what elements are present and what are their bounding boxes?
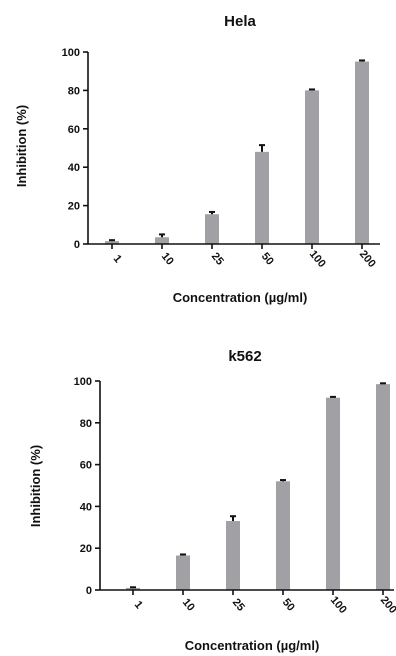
x-axis-label: Concentration (µg/ml) (173, 290, 308, 305)
x-tick-label: 100 (328, 594, 349, 616)
bar (226, 521, 240, 590)
chart-title: k562 (228, 348, 261, 365)
chart-title: Hela (224, 13, 256, 30)
chart-k562: k562 Inhibition (%) Concentration (µg/ml… (28, 348, 396, 653)
x-tick-label: 200 (378, 594, 396, 616)
bar (155, 237, 169, 244)
y-tick-label: 40 (80, 501, 92, 513)
bar (276, 481, 290, 590)
bar (255, 151, 269, 244)
bar (305, 90, 319, 245)
x-tick-label: 10 (159, 251, 176, 268)
plot-area: 0 20 40 60 80 100 1 10 25 50 100 200 (74, 376, 396, 616)
y-tick-label: 20 (68, 201, 80, 213)
x-tick-label: 25 (209, 251, 226, 268)
chart-hela: Hela Inhibition (%) Concentration (µg/ml… (14, 13, 380, 305)
y-tick-label: 100 (62, 47, 80, 59)
x-tick-label: 1 (132, 599, 145, 611)
y-tick-label: 0 (86, 585, 92, 597)
y-tick-label: 40 (68, 162, 80, 174)
bar (176, 555, 190, 590)
bar (205, 214, 219, 244)
bar (376, 384, 390, 590)
x-tick-label: 50 (280, 597, 297, 614)
y-tick-label: 20 (80, 543, 92, 555)
plot-area: 0 20 40 60 80 100 1 10 25 50 100 200 (62, 47, 380, 270)
x-tick-label: 25 (230, 597, 247, 614)
bar (105, 241, 119, 244)
y-axis-label: Inhibition (%) (28, 445, 43, 527)
x-tick-label: 1 (111, 253, 124, 265)
y-tick-label: 100 (74, 376, 92, 388)
bar (355, 61, 369, 244)
x-tick-label: 10 (180, 597, 197, 614)
y-tick-label: 80 (68, 85, 80, 97)
bar (126, 587, 140, 590)
y-tick-label: 60 (80, 460, 92, 472)
y-tick-label: 0 (74, 239, 80, 251)
y-tick-label: 80 (80, 418, 92, 430)
y-axis-label: Inhibition (%) (14, 105, 29, 187)
x-axis-label: Concentration (µg/ml) (185, 638, 320, 653)
bar (326, 397, 340, 590)
x-tick-label: 50 (259, 251, 276, 268)
x-tick-label: 100 (307, 248, 328, 270)
y-tick-label: 60 (68, 124, 80, 136)
x-tick-label: 200 (357, 248, 378, 270)
